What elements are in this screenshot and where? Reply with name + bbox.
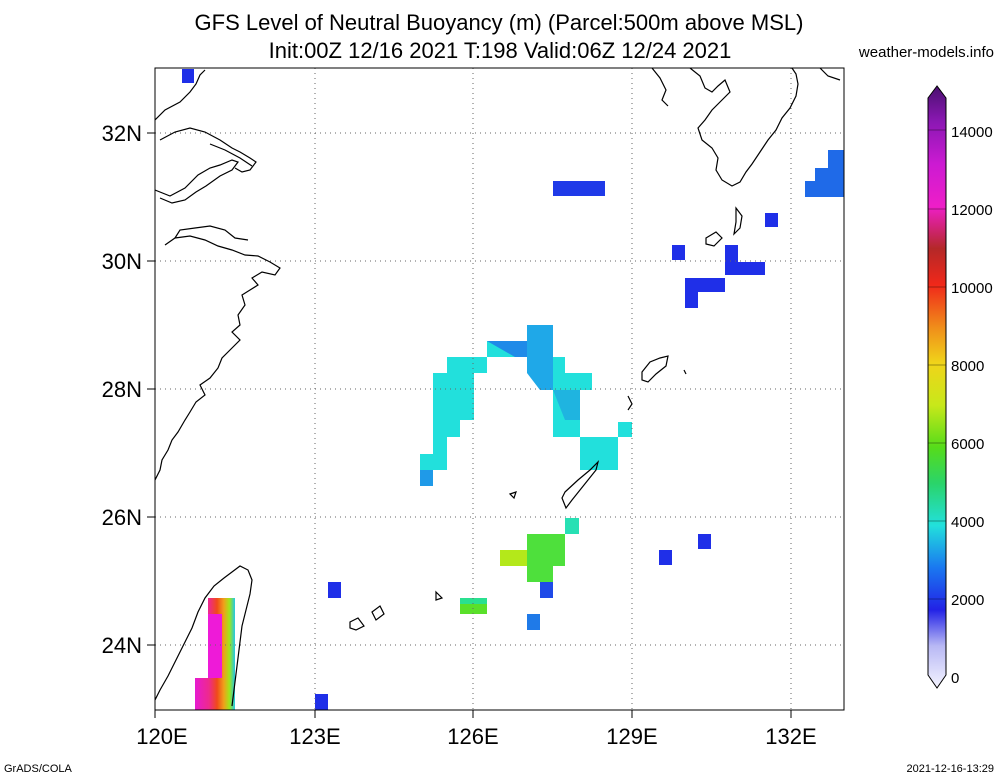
colorbar-label: 14000 (951, 124, 993, 141)
lat-label: 30N (102, 249, 142, 274)
chart-title: GFS Level of Neutral Buoyancy (m) (Parce… (194, 10, 804, 35)
field-patches (182, 69, 844, 710)
lon-label: 132E (765, 724, 816, 749)
colorbar-label: 10000 (951, 280, 993, 297)
grid-lines (155, 68, 844, 710)
footer-credit: GrADS/COLA (4, 763, 72, 775)
lat-label: 26N (102, 505, 142, 530)
colorbar: 0 2000 4000 6000 8000 10000 12000 14000 (927, 85, 993, 689)
map-area (155, 68, 844, 710)
lat-label: 24N (102, 633, 142, 658)
lon-labels: 120E 123E 126E 129E 132E (136, 724, 816, 749)
site-label: weather-models.info (858, 44, 994, 61)
lon-label: 123E (289, 724, 340, 749)
colorbar-label: 8000 (951, 358, 984, 375)
colorbar-label: 0 (951, 670, 959, 687)
lon-label: 129E (606, 724, 657, 749)
axis-ticks (147, 132, 792, 718)
lat-label: 28N (102, 377, 142, 402)
colorbar-bar (927, 85, 947, 689)
colorbar-label: 6000 (951, 436, 984, 453)
chart-subtitle: Init:00Z 12/16 2021 T:198 Valid:06Z 12/2… (268, 38, 732, 63)
lon-label: 120E (136, 724, 187, 749)
colorbar-label: 2000 (951, 592, 984, 609)
colorbar-label: 4000 (951, 514, 984, 531)
lon-label: 126E (447, 724, 498, 749)
lat-labels: 32N 30N 28N 26N 24N (102, 121, 142, 658)
coastlines (155, 68, 841, 707)
footer-timestamp: 2021-12-16-13:29 (906, 763, 994, 775)
lat-label: 32N (102, 121, 142, 146)
colorbar-label: 12000 (951, 202, 993, 219)
